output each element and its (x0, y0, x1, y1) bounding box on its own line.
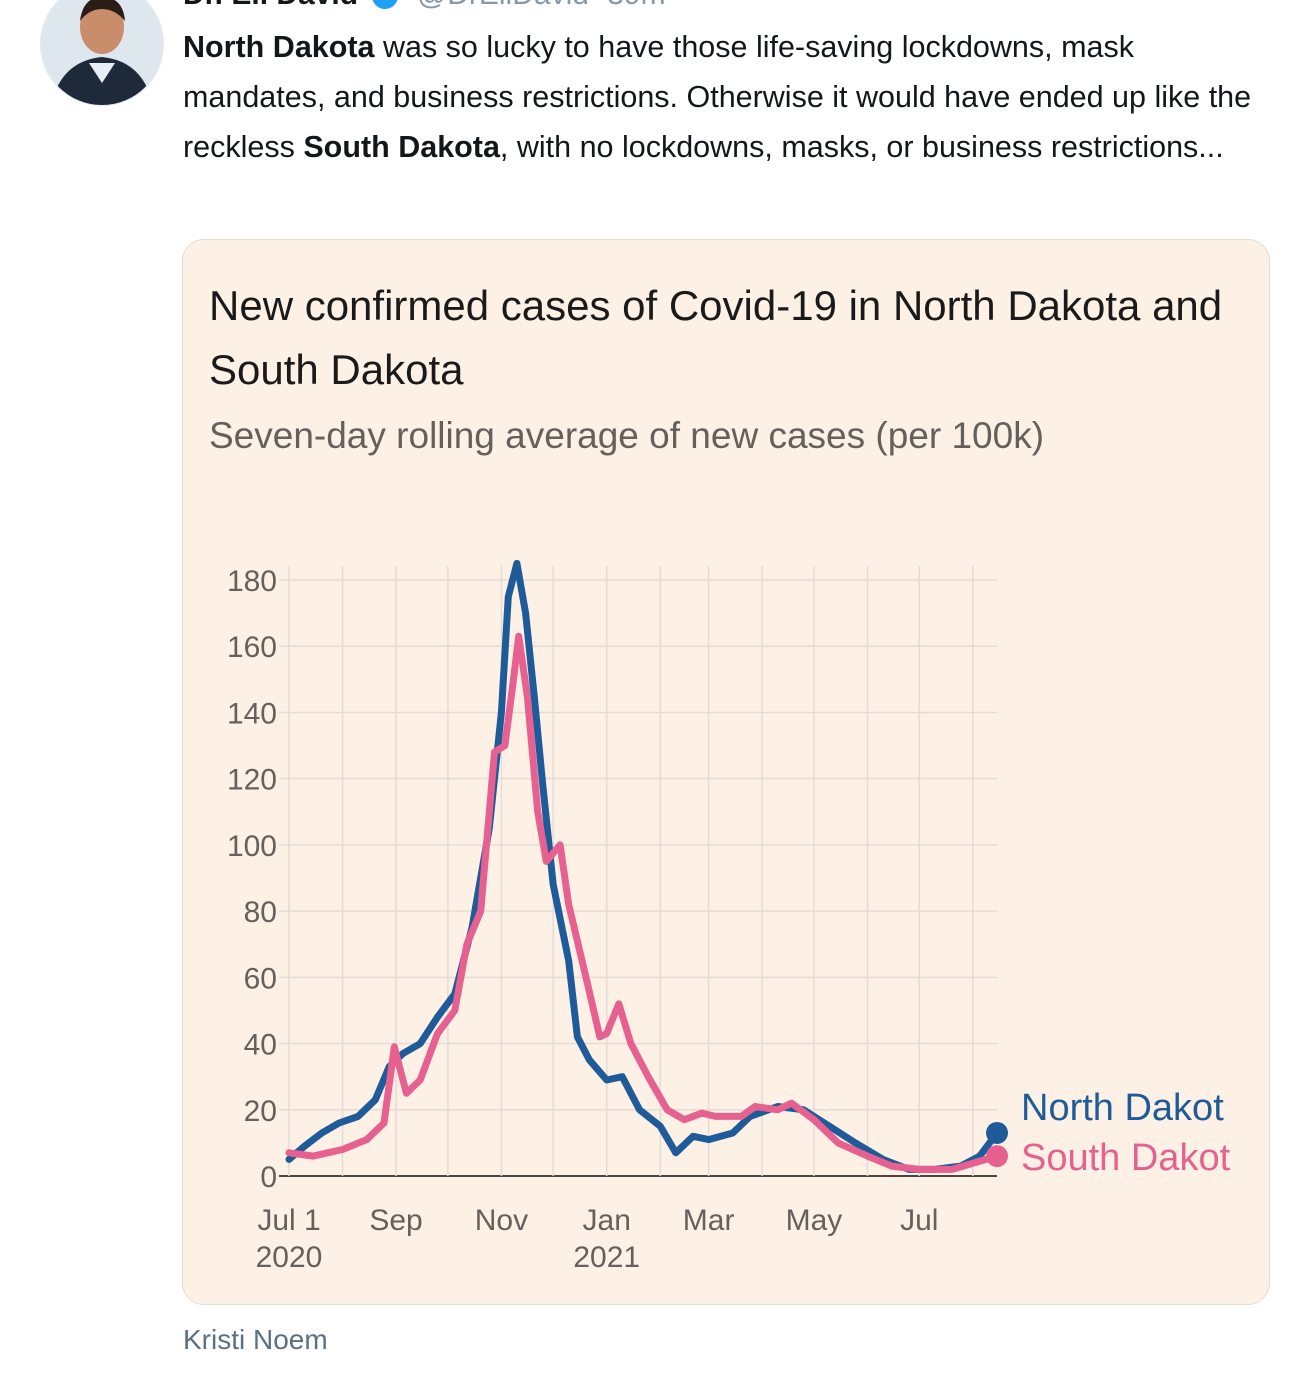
series-line (285, 632, 1001, 1173)
y-tick-label: 160 (227, 631, 277, 664)
chart-title: New confirmed cases of Covid-19 in North… (209, 282, 1223, 393)
series-end-marker (986, 1145, 1008, 1168)
y-tick-label: 0 (260, 1161, 277, 1194)
y-tick-label: 40 (244, 1029, 277, 1062)
y-tick-label: 20 (244, 1095, 277, 1128)
tweet-text-segment: North Dakota (183, 30, 375, 64)
author-handle[interactable]: @DrEliDavid (417, 0, 589, 11)
tweet-text: North Dakota was so lucky to have those … (183, 22, 1273, 172)
attribution-name[interactable]: Kristi Noem (183, 1324, 328, 1355)
x-tick-label: Jul 1 (257, 1204, 320, 1237)
y-tick-label: 60 (244, 962, 277, 995)
tweet-timestamp[interactable]: 39m (607, 0, 665, 11)
line-chart: 0 20 40 60 80 100 120 140 160 180 Jul 1 2020 Sep Nov J… (227, 559, 1231, 1274)
x-tick-label: Mar (683, 1204, 735, 1237)
series-line (285, 559, 1001, 1173)
y-tick-label: 180 (227, 565, 277, 598)
y-tick-label: 100 (227, 830, 277, 863)
y-tick-label: 80 (244, 896, 277, 929)
tweet-text-segment: South Dakota (303, 130, 500, 164)
avatar[interactable] (40, 0, 164, 106)
chart-card[interactable]: New confirmed cases of Covid-19 in North… (182, 239, 1270, 1305)
series-label: North Dakot (1021, 1087, 1224, 1129)
y-tick-label: 140 (227, 697, 277, 730)
tweet-header: Dr. Eli David @DrEliDavid 39m (183, 0, 666, 10)
tweet-text-segment: was so lucky to have those life-saving l… (183, 30, 1252, 164)
series-end-marker (986, 1121, 1008, 1144)
x-tick-label: May (786, 1204, 843, 1237)
y-tick-label: 120 (227, 764, 277, 797)
author-name[interactable]: Dr. Eli David (183, 0, 358, 11)
x-tick-label: Jul (900, 1204, 938, 1237)
x-tick-year-label: 2021 (573, 1241, 640, 1274)
x-tick-year-label: 2020 (256, 1241, 323, 1274)
x-tick-label: Sep (369, 1204, 422, 1237)
x-tick-label: Nov (475, 1204, 528, 1237)
series-label: South Dakot (1021, 1137, 1231, 1179)
x-tick-label: Jan (583, 1204, 631, 1237)
chart-subtitle: Seven-day rolling average of new cases (… (209, 415, 1045, 456)
avatar-image (41, 0, 163, 105)
verified-badge-icon (372, 0, 399, 10)
tweet-text-segment: , with no lockdowns, masks, or business … (499, 130, 1224, 164)
